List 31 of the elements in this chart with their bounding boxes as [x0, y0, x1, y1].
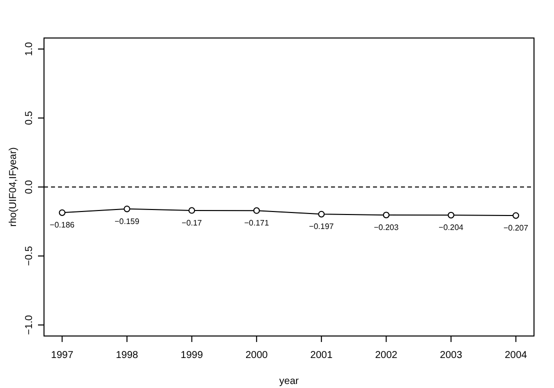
data-label: −0.203 — [374, 223, 400, 232]
data-label: −0.197 — [309, 222, 334, 232]
data-label: −0.171 — [244, 218, 270, 228]
point — [318, 210, 325, 218]
point — [382, 212, 390, 218]
point — [188, 207, 196, 214]
point — [253, 207, 260, 214]
y-tick-label: 1.0 — [24, 42, 35, 56]
x-tick-label: 1998 — [116, 350, 139, 361]
data-label: −0.17 — [182, 218, 202, 228]
x-tick-label: 1999 — [180, 350, 204, 361]
y-axis-title: rho(UIF04,IFyear) — [8, 147, 19, 227]
x-axis-title: year — [279, 376, 300, 387]
x-tick-label: 2000 — [245, 350, 268, 361]
x-tick-label: 1997 — [51, 350, 74, 361]
x-tick-label: 2002 — [375, 350, 398, 361]
data-label: −0.159 — [114, 216, 140, 226]
data-label: −0.186 — [50, 220, 76, 230]
y-tick-label: 0.0 — [24, 180, 35, 194]
x-tick-label: 2004 — [504, 350, 528, 361]
y-tick-label: 0.5 — [24, 110, 35, 125]
y-tick-label: −0.5 — [24, 246, 35, 266]
y-tick-label: −1.0 — [24, 314, 35, 335]
x-tick-label: 2001 — [310, 350, 333, 361]
point — [58, 209, 66, 216]
point — [448, 212, 454, 218]
point — [124, 206, 130, 212]
x-tick-label: 2003 — [440, 350, 463, 361]
point — [512, 212, 520, 219]
data-label: −0.207 — [504, 224, 529, 233]
data-label: −0.204 — [438, 223, 464, 232]
